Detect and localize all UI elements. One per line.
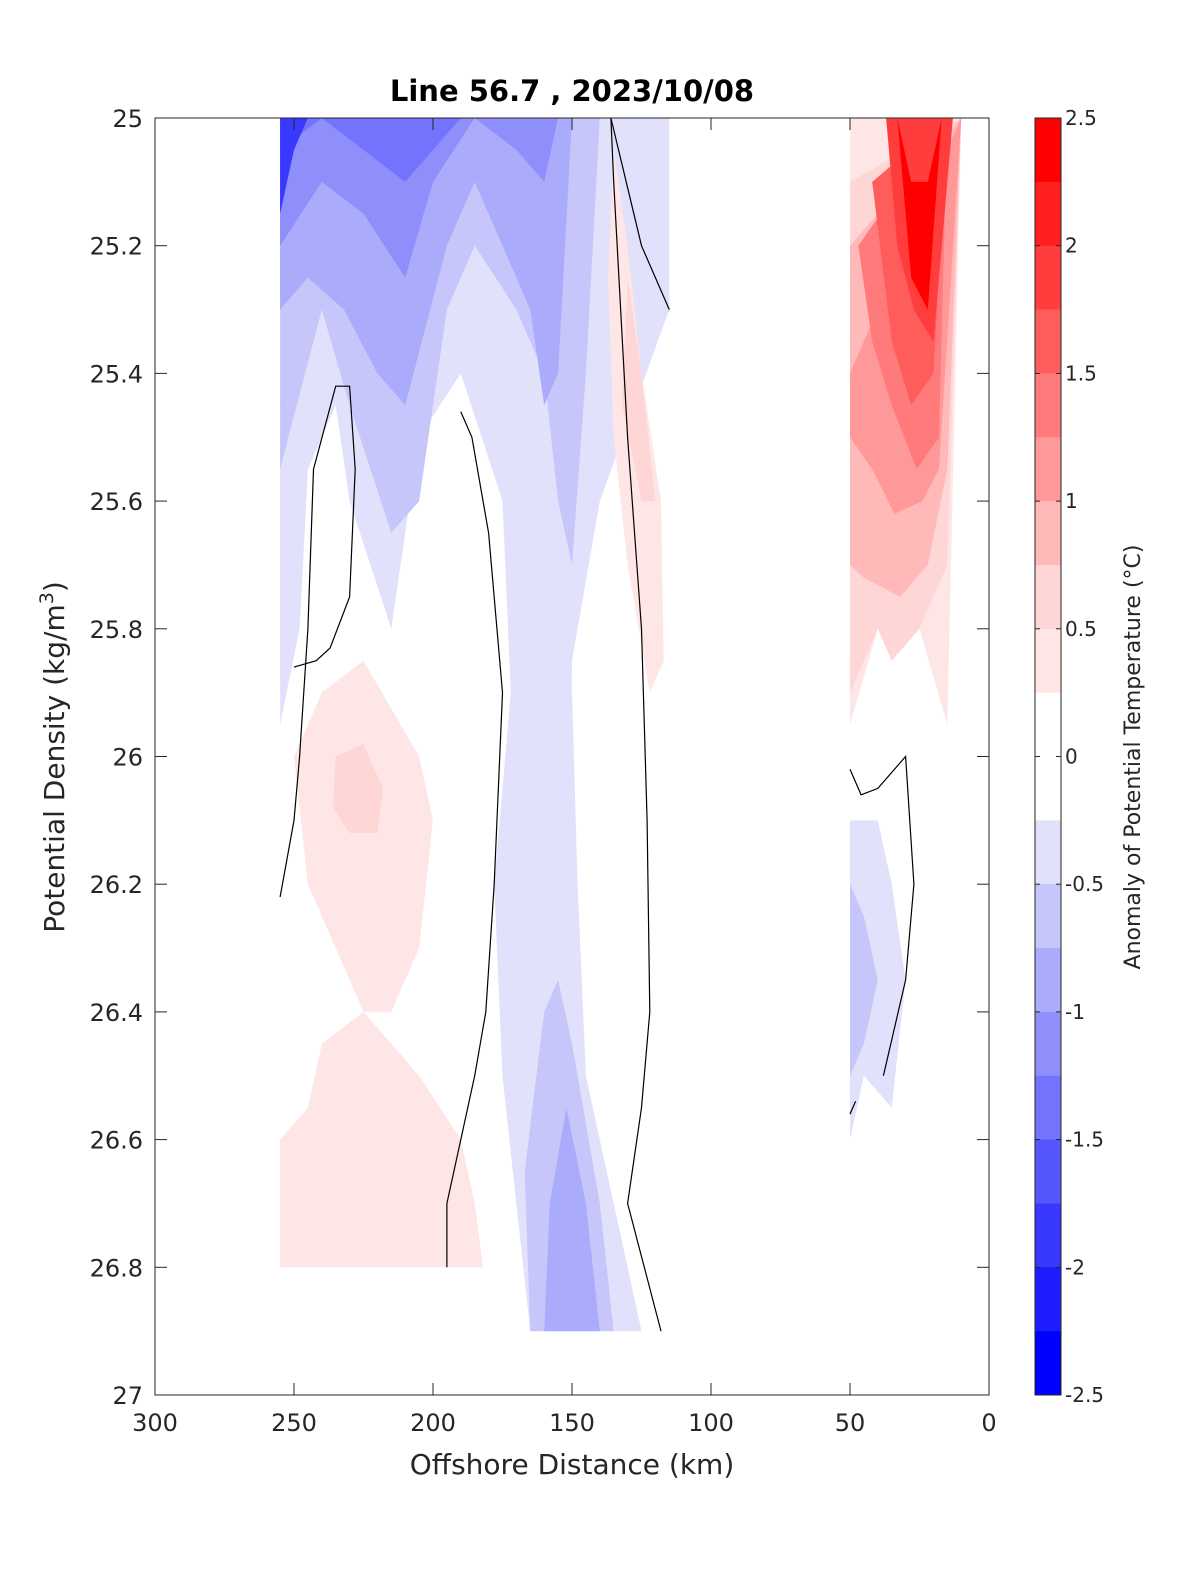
x-tick-label: 0 xyxy=(981,1409,996,1437)
colorbar-tick-label: 2.5 xyxy=(1065,106,1097,130)
anomaly-region-15 xyxy=(280,1011,483,1268)
y-axis-title-main: Potential Density (kg/m xyxy=(38,604,71,933)
colorbar-tick-label: -1.5 xyxy=(1065,1128,1104,1152)
anomaly-region-5 xyxy=(280,118,308,214)
colorbar-level xyxy=(1035,118,1061,183)
y-tick-label: 25.4 xyxy=(90,360,143,388)
colorbar-level xyxy=(1035,501,1061,566)
anomaly-region-4 xyxy=(280,118,461,182)
y-tick-label: 26.6 xyxy=(90,1127,143,1155)
colorbar-level xyxy=(1035,564,1061,630)
colorbar-level xyxy=(1035,309,1061,374)
colorbar-level xyxy=(1035,884,1061,949)
y-axis-title: Potential Density (kg/m3) xyxy=(36,581,71,933)
x-tick-label: 50 xyxy=(835,1409,866,1437)
colorbar-level xyxy=(1035,1139,1061,1204)
zero-contour-lines xyxy=(279,117,915,1332)
colorbar-tick-label: 0 xyxy=(1065,745,1078,769)
anomaly-regions xyxy=(280,118,962,1332)
zero-contour-4 xyxy=(849,755,915,1076)
colorbar-level xyxy=(1035,373,1061,438)
colorbar-level xyxy=(1035,437,1061,502)
colorbar-tick-label: -1 xyxy=(1065,1000,1085,1024)
zero-contour-3 xyxy=(610,117,670,310)
y-tick-label: 26.2 xyxy=(90,871,143,899)
x-tick-label: 250 xyxy=(271,1409,317,1437)
x-axis-title: Offshore Distance (km) xyxy=(410,1448,735,1481)
zero-contour-5 xyxy=(849,1101,857,1115)
y-tick-label: 26 xyxy=(112,744,143,772)
colorbar-title: Anomaly of Potential Temperature (°C) xyxy=(1121,545,1146,970)
colorbar-tick-label: -2 xyxy=(1065,1255,1085,1279)
colorbar-ticks: 2.5 2 1.5 1 0.5 0 -0.5 -1 -1.5 -2 -2.5 xyxy=(1035,106,1104,1407)
colorbar xyxy=(1035,118,1061,1396)
y-tick-label: 25.8 xyxy=(90,616,143,644)
colorbar-level xyxy=(1035,628,1061,694)
y-tick-label: 25.2 xyxy=(90,233,143,261)
colorbar-tick-label: 1 xyxy=(1065,489,1078,513)
anomaly-region-12 xyxy=(622,277,656,502)
zero-contour-0 xyxy=(279,385,356,898)
colorbar-tick-label: -0.5 xyxy=(1065,872,1104,896)
colorbar-level xyxy=(1035,1011,1061,1077)
anomaly-region-14 xyxy=(332,743,383,834)
x-tick-label: 300 xyxy=(132,1409,178,1437)
y-tick-label: 25.6 xyxy=(90,488,143,516)
y-tick-label: 25 xyxy=(112,105,143,133)
x-tick-label: 100 xyxy=(688,1409,734,1437)
colorbar-level xyxy=(1035,948,1061,1013)
colorbar-level xyxy=(1035,1331,1061,1396)
colorbar-tick-label: -2.5 xyxy=(1065,1383,1104,1407)
colorbar-level xyxy=(1035,756,1061,821)
x-tick-label: 150 xyxy=(549,1409,595,1437)
colorbar-tick-label: 1.5 xyxy=(1065,361,1097,385)
y-tick-label: 27 xyxy=(112,1382,143,1410)
anomaly-region-10 xyxy=(850,884,878,1076)
x-tick-label: 200 xyxy=(410,1409,456,1437)
y-axis-title-superscript: 3 xyxy=(36,592,58,604)
x-axis-ticks: 300 250 200 150 100 50 0 xyxy=(132,118,997,1437)
colorbar-level xyxy=(1035,1267,1061,1332)
y-tick-label: 26.8 xyxy=(90,1254,143,1282)
colorbar-tick-label: 2 xyxy=(1065,234,1078,258)
y-tick-label: 26.4 xyxy=(90,999,143,1027)
colorbar-level xyxy=(1035,181,1061,247)
colorbar-tick-label: 0.5 xyxy=(1065,617,1097,641)
anomaly-region-23 xyxy=(897,118,942,310)
colorbar-level xyxy=(1035,1075,1061,1141)
y-axis-title-end: ) xyxy=(38,581,71,592)
colorbar-level xyxy=(1035,1203,1061,1268)
chart-title: Line 56.7 , 2023/10/08 xyxy=(390,74,754,108)
anomaly-region-13 xyxy=(294,660,433,1012)
y-axis-ticks: 25 25.2 25.4 25.6 25.8 26 26.2 26.4 26.6 26.8 27 xyxy=(90,105,989,1410)
anomaly-region-3 xyxy=(280,118,559,278)
colorbar-level xyxy=(1035,245,1061,311)
zero-contour-1 xyxy=(446,411,504,1268)
zero-contour-2 xyxy=(610,117,662,1332)
colorbar-level xyxy=(1035,820,1061,885)
colorbar-level xyxy=(1035,692,1061,757)
anomaly-region-8 xyxy=(544,1107,600,1332)
